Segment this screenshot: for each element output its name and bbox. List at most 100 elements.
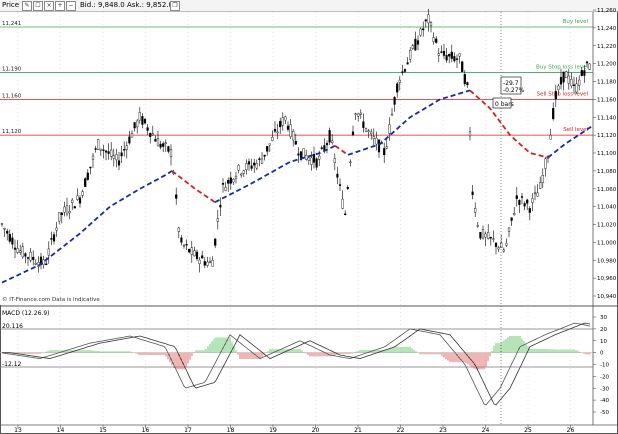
level-left-label: 11,120 [2,129,22,135]
candle-body [136,120,139,128]
price-tick-label: 11,100 [597,151,617,157]
candle-body [487,232,490,239]
candle-body [310,157,313,165]
x-axis: 13 14 15 16 17 18 19 20 21 22 23 24 25 26 [14,425,574,434]
candle-body [541,175,544,183]
candle-body [42,259,45,265]
candle-body [492,238,495,240]
candle-body [344,213,347,216]
candle-body [84,178,87,187]
chart-toolbar: Price ✎ ☐ × + − Bid.: 9,848.0 Ask.: 9,85… [0,0,618,12]
candle-body [260,158,264,164]
price-tick-label: 11,020 [597,223,617,229]
zoom-in-icon[interactable]: + [55,1,65,11]
candle-body [328,130,331,143]
level-left-label: 11,160 [2,93,22,99]
candle-body [565,71,568,79]
x-tick-label: 23 [439,427,447,434]
price-panel[interactable] [0,12,593,305]
candle-body [203,261,206,266]
candle-body [247,161,251,165]
checkbox-icon[interactable]: ☐ [33,1,43,11]
candle-body [271,137,274,141]
candle-body [513,213,516,215]
moving-average-red-left [171,170,216,203]
moving-average-blue-mid [214,144,336,204]
candle-body [474,208,477,213]
candle-body [307,157,310,161]
x-tick-label: 16 [142,427,150,434]
candle-body [281,117,284,126]
candle-body [461,61,464,72]
price-tick-label: 11,000 [597,240,617,246]
candle-body [255,163,258,169]
candle-body [156,138,160,147]
candle-body [526,199,529,204]
candle-body [242,170,245,174]
candle-body [216,218,219,222]
candle-body [471,191,474,195]
candle-body [81,191,84,196]
candle-body [336,173,339,178]
candlesticks [0,9,591,273]
candle-body [578,79,581,86]
candle-body [138,112,141,121]
candle-body [188,249,191,253]
candle-body [125,145,128,150]
moving-average-red-far-right [469,89,549,159]
candle-body [104,150,108,153]
candle-body [0,223,4,225]
candle-body [377,139,381,153]
candle-body [16,248,19,253]
candle-body [73,206,76,209]
candle-body [468,131,472,137]
candle-body [497,247,500,250]
close-icon[interactable]: × [44,1,54,11]
candle-body [479,231,482,239]
candle-body [26,257,30,259]
candle-body [333,158,336,164]
candle-body [284,116,287,121]
candle-body [520,196,524,198]
candle-body [65,205,69,215]
candle-body [6,230,9,234]
candle-body [341,198,344,209]
candle-body [208,261,212,263]
candle-body [19,250,22,253]
level-right-label: Sell level [563,127,588,133]
candle-body [536,192,539,197]
wrench-icon[interactable]: ✎ [22,1,32,11]
candle-body [393,97,396,105]
candle-body [120,152,123,157]
moving-average-blue-left [1,170,173,284]
candle-body [396,83,399,93]
candle-body [86,172,89,180]
candle-body [406,62,409,65]
candle-body [515,195,518,199]
candle-body [289,124,292,138]
candle-body [245,163,248,171]
candle-body [162,143,165,147]
candle-body [115,154,118,161]
candle-body [435,38,438,43]
candle-body [450,51,453,59]
candle-body [159,143,162,148]
chart-title: Price [2,1,20,9]
candle-body [466,82,469,86]
candle-body [481,229,485,239]
level-right-label: Buy Stop loss level [536,65,588,71]
candle-body [401,71,404,73]
x-tick-label: 21 [354,427,362,434]
candle-body [232,179,235,183]
candle-body [195,251,199,259]
candle-body [133,122,136,129]
copy-icon[interactable]: ❐ [170,1,180,11]
zoom-out-icon[interactable]: − [66,1,76,11]
price-tick-label: 11,080 [597,169,617,175]
candle-body [219,204,222,208]
price-tick-label: 11,200 [597,62,617,68]
candle-body [533,192,537,195]
candle-body [323,145,326,151]
candle-body [167,146,170,152]
